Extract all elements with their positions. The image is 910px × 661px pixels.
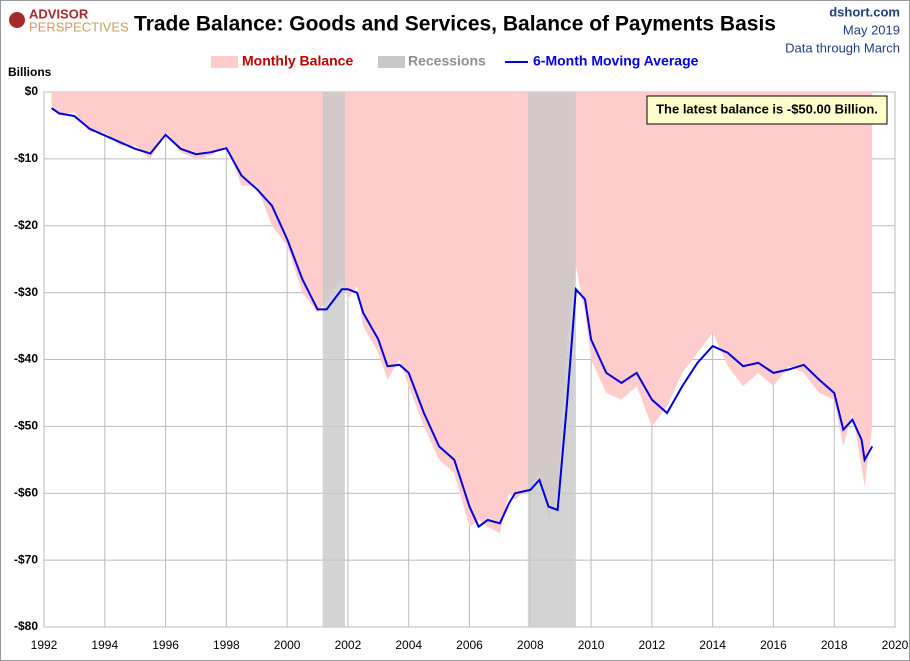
x-tick-label: 1998 xyxy=(213,638,240,652)
y-tick-label: $0 xyxy=(25,84,39,98)
legend-label: Recessions xyxy=(408,53,486,69)
y-tick-label: -$80 xyxy=(14,619,38,633)
x-tick-label: 2018 xyxy=(821,638,848,652)
chart-title: Trade Balance: Goods and Services, Balan… xyxy=(134,13,776,36)
x-tick-label: 2002 xyxy=(335,638,362,652)
y-tick-label: -$40 xyxy=(14,352,38,366)
x-tick-label: 1994 xyxy=(91,638,118,652)
x-tick-label: 2014 xyxy=(699,638,726,652)
source: dshort.com xyxy=(829,4,900,19)
y-axis-label: Billions xyxy=(8,65,52,79)
note: Data through March xyxy=(785,40,900,55)
x-tick-label: 2010 xyxy=(578,638,605,652)
recession-band xyxy=(527,92,576,627)
logo-icon xyxy=(9,12,25,28)
x-tick-label: 1992 xyxy=(31,638,58,652)
date: May 2019 xyxy=(843,22,900,37)
x-tick-label: 2000 xyxy=(274,638,301,652)
annotation: The latest balance is -$50.00 Billion. xyxy=(656,101,878,116)
x-tick-label: 1996 xyxy=(152,638,179,652)
logo-bottom: PERSPECTIVES xyxy=(29,19,129,34)
y-tick-label: -$30 xyxy=(14,285,38,299)
y-tick-label: -$10 xyxy=(14,151,38,165)
x-tick-label: 2008 xyxy=(517,638,544,652)
y-tick-label: -$70 xyxy=(14,552,38,566)
x-tick-label: 2016 xyxy=(760,638,787,652)
y-tick-label: -$20 xyxy=(14,218,38,232)
annotation-box xyxy=(646,95,888,125)
x-tick-label: 2020 xyxy=(882,638,909,652)
x-tick-label: 2012 xyxy=(639,638,666,652)
legend-swatch xyxy=(378,56,405,68)
balance-area xyxy=(51,92,873,534)
y-tick-label: -$50 xyxy=(14,419,38,433)
recession-band xyxy=(322,92,345,627)
moving-average-line xyxy=(51,107,874,529)
x-tick-label: 2004 xyxy=(395,638,422,652)
y-tick-label: -$60 xyxy=(14,485,38,499)
legend-label: 6-Month Moving Average xyxy=(533,53,699,69)
x-tick-label: 2006 xyxy=(456,638,483,652)
legend-swatch xyxy=(211,56,238,68)
logo-top: ADVISOR xyxy=(29,6,89,21)
legend-label: Monthly Balance xyxy=(242,53,353,69)
